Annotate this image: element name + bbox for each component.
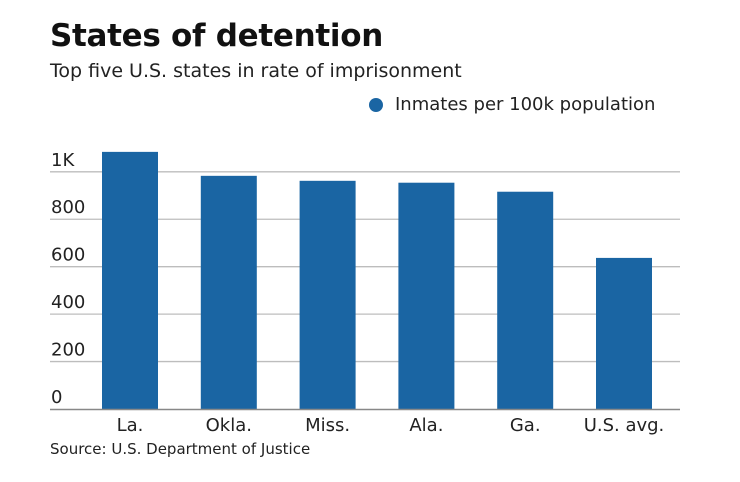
- source-note: Source: U.S. Department of Justice: [50, 440, 311, 458]
- bar-okla: [200, 175, 257, 409]
- y-axis-tick-labels: 0 200 400 600 800 1K: [51, 150, 85, 408]
- chart-subtitle: Top five U.S. states in rate of imprison…: [50, 60, 462, 82]
- x-axis-category-labels: La. Okla. Miss. Ala. Ga. U.S. avg.: [117, 415, 665, 436]
- y-tick-label: 1K: [51, 150, 75, 171]
- bar-u-s-avg: [596, 257, 652, 409]
- y-tick-label: 400: [51, 292, 85, 313]
- x-category-label: Okla.: [206, 415, 252, 436]
- legend-label: Inmates per 100k population: [395, 94, 656, 115]
- y-tick-label: 600: [51, 245, 85, 266]
- legend-swatch-circle-icon: [369, 97, 383, 112]
- y-tick-label: 200: [51, 340, 85, 361]
- x-category-label: Ga.: [510, 415, 541, 436]
- x-category-label: La.: [117, 415, 144, 436]
- x-category-label: Ala.: [409, 415, 443, 436]
- bar-ala: [398, 182, 455, 409]
- x-category-label: U.S. avg.: [584, 415, 665, 436]
- bar-ga: [497, 191, 554, 409]
- y-tick-label: 800: [51, 197, 85, 218]
- y-tick-label: 0: [51, 387, 62, 408]
- legend: Inmates per 100k population: [369, 94, 655, 115]
- bars: [102, 151, 652, 410]
- chart-title: States of detention: [50, 18, 383, 54]
- x-category-label: Miss.: [305, 415, 350, 436]
- bar-la: [102, 151, 158, 410]
- bar-miss: [299, 180, 356, 409]
